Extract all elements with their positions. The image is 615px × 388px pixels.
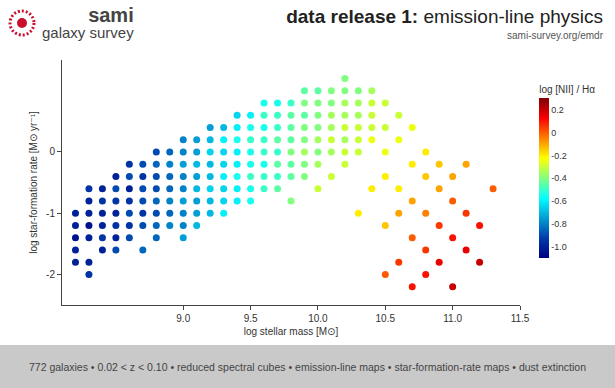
- svg-text:-0.4: -0.4: [551, 173, 567, 183]
- svg-text:11.0: 11.0: [443, 313, 462, 324]
- svg-text:9.0: 9.0: [176, 313, 190, 324]
- html-text:galaxy survey: galaxy survey: [42, 24, 134, 41]
- svg-text:log stellar mass [M⊙]: log stellar mass [M⊙]: [244, 326, 339, 337]
- svg-text:0.2: 0.2: [551, 105, 564, 115]
- svg-text:-0.8: -0.8: [551, 219, 567, 229]
- svg-text:log star-formation rate [M⊙ yr: log star-formation rate [M⊙ yr⁻¹]: [28, 111, 39, 254]
- svg-text:-2: -2: [46, 269, 55, 280]
- svg-text:9.5: 9.5: [244, 313, 258, 324]
- html-text:data release 1: emission-line: data release 1: emission-line physics: [286, 6, 603, 27]
- svg-text:0: 0: [551, 128, 556, 138]
- svg-text:-0.2: -0.2: [551, 151, 567, 161]
- svg-text:11.5: 11.5: [511, 313, 530, 324]
- svg-text:0: 0: [49, 146, 55, 157]
- html-text:sami: sami: [88, 4, 134, 26]
- svg-text:-0.6: -0.6: [551, 196, 567, 206]
- svg-text:log [NII] / Hα: log [NII] / Hα: [539, 84, 595, 95]
- svg-text:-1: -1: [46, 208, 55, 219]
- svg-text:10.0: 10.0: [308, 313, 328, 324]
- svg-text:-1.0: -1.0: [551, 242, 567, 252]
- html-text:772 galaxies • 0.02 < z < 0.10: 772 galaxies • 0.02 < z < 0.10 • reduced…: [29, 360, 586, 373]
- svg-text:10.5: 10.5: [376, 313, 396, 324]
- html-text:sami-survey.org/emdr: sami-survey.org/emdr: [507, 30, 603, 41]
